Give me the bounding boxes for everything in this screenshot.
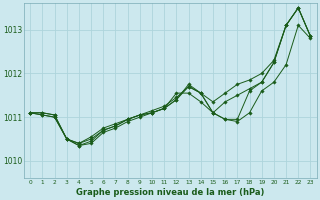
X-axis label: Graphe pression niveau de la mer (hPa): Graphe pression niveau de la mer (hPa) — [76, 188, 265, 197]
